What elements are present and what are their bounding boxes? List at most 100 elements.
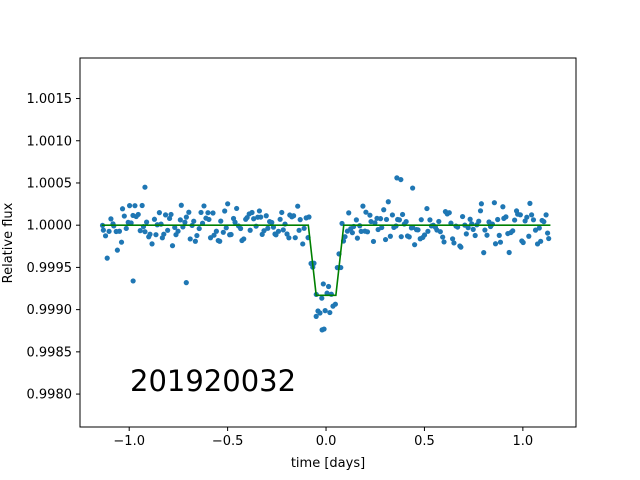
data-point	[410, 185, 416, 191]
data-point	[261, 228, 267, 234]
data-point	[346, 210, 352, 216]
data-point	[436, 218, 442, 225]
data-point	[206, 216, 212, 223]
data-point	[492, 241, 499, 247]
data-point	[128, 220, 134, 226]
data-point	[313, 313, 319, 319]
data-point	[353, 217, 359, 223]
data-point	[360, 203, 366, 209]
y-tick-label: 1.0015	[27, 92, 73, 107]
data-point	[156, 210, 162, 216]
data-point	[324, 290, 330, 296]
data-point	[332, 301, 338, 307]
plot-frame	[79, 57, 577, 428]
data-point	[126, 203, 133, 209]
data-point	[482, 227, 488, 233]
y-tick-label: 0.9995	[27, 261, 73, 276]
data-point	[210, 210, 216, 216]
x-tick-label: −1.0	[113, 434, 145, 449]
data-point	[265, 225, 271, 231]
data-point	[379, 224, 385, 231]
data-point	[546, 235, 552, 242]
data-point	[296, 227, 302, 233]
data-point	[228, 231, 234, 238]
data-point	[205, 210, 211, 216]
data-point	[381, 207, 387, 213]
data-point	[491, 200, 497, 206]
data-point	[147, 231, 153, 237]
data-point	[108, 216, 114, 222]
target-id-annotation: 201920032	[130, 364, 296, 398]
data-point	[476, 218, 482, 224]
data-point	[196, 225, 202, 232]
data-point	[441, 239, 447, 245]
data-point	[367, 212, 373, 218]
data-point	[527, 200, 533, 206]
data-point	[463, 231, 469, 237]
data-point	[297, 217, 303, 223]
data-point	[168, 211, 174, 218]
data-point	[529, 212, 535, 218]
data-point	[421, 232, 428, 238]
data-point	[269, 219, 275, 226]
y-tick-label: 0.9980	[27, 388, 73, 403]
data-point	[368, 218, 374, 225]
data-point	[247, 227, 253, 233]
y-tick-label: 0.9985	[27, 345, 73, 360]
x-tick-label: −0.5	[212, 434, 244, 449]
data-point	[478, 201, 484, 207]
data-point	[403, 219, 409, 225]
model-line	[101, 224, 551, 297]
data-point	[144, 219, 150, 225]
data-point	[437, 229, 443, 235]
data-point	[183, 214, 189, 220]
x-axis-ticks: −1.0 −0.5 0.0 0.5 1.0	[113, 427, 533, 449]
data-point	[363, 209, 369, 215]
data-point	[183, 280, 189, 286]
data-point	[169, 243, 176, 249]
data-point	[459, 213, 466, 220]
data-point	[541, 219, 547, 225]
data-point	[358, 228, 364, 234]
data-point	[503, 214, 509, 220]
y-tick-label: 1.0000	[27, 219, 73, 234]
data-point	[394, 175, 400, 181]
data-point	[100, 227, 106, 233]
data-point	[137, 228, 143, 234]
data-point	[238, 225, 244, 232]
data-point	[538, 238, 544, 244]
data-point	[526, 233, 532, 239]
data-point	[372, 220, 378, 226]
data-point	[530, 217, 537, 223]
data-point	[322, 308, 328, 314]
data-point	[223, 225, 229, 231]
data-point	[186, 209, 192, 215]
data-point	[536, 225, 542, 231]
data-point	[532, 227, 539, 233]
data-point	[291, 213, 297, 219]
data-point	[440, 234, 446, 240]
data-point	[194, 232, 200, 239]
data-point	[383, 216, 390, 223]
data-point	[201, 203, 207, 209]
y-axis-ticks: 0.9980 0.9985 0.9990 0.9995 1.0000 1.0005 1.00…	[27, 92, 80, 403]
data-point	[211, 232, 217, 238]
data-point	[342, 234, 348, 240]
data-point	[130, 278, 136, 284]
data-point	[398, 176, 404, 183]
data-point	[275, 228, 282, 234]
data-point	[465, 225, 471, 231]
data-point	[424, 205, 430, 212]
data-point	[198, 209, 204, 216]
data-point	[292, 235, 298, 241]
data-point	[139, 202, 145, 209]
data-point	[520, 239, 526, 246]
data-point	[306, 214, 312, 220]
data-points	[99, 175, 552, 333]
data-point	[325, 283, 332, 290]
y-tick-label: 0.9990	[27, 303, 73, 318]
transit-model	[101, 224, 551, 297]
data-point	[106, 228, 112, 234]
data-point	[177, 217, 183, 223]
x-tick-label: 1.0	[513, 434, 534, 449]
